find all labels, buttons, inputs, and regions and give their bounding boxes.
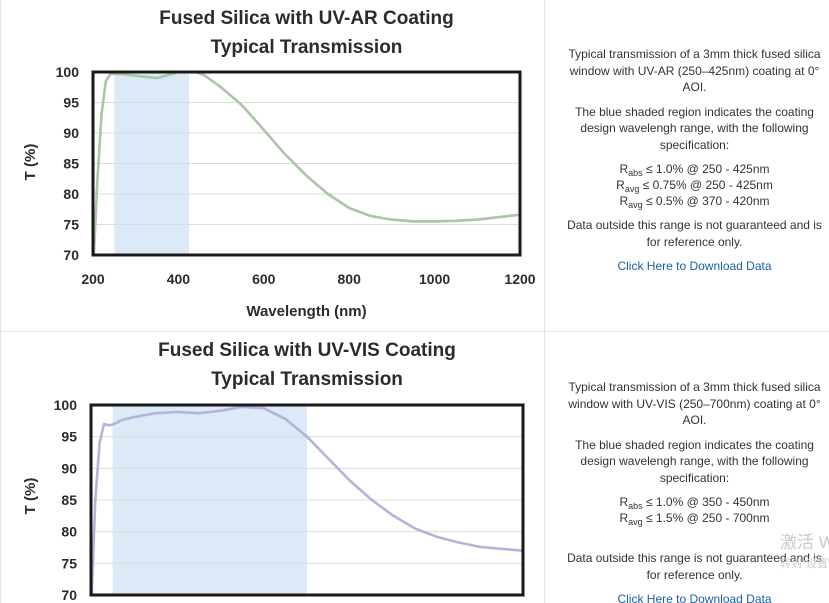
x-tick-label: 1000 bbox=[419, 271, 450, 287]
intro-text: Typical transmission of a 3mm thick fuse… bbox=[568, 380, 821, 427]
description-uv-ar: Typical transmission of a 3mm thick fuse… bbox=[546, 0, 829, 331]
download-data-link[interactable]: Click Here to Download Data bbox=[617, 259, 772, 273]
chart-title-line: Typical Transmission bbox=[211, 369, 403, 390]
chart-cell-uv-vis: Fused Silica with UV-VIS Coating Typical … bbox=[0, 332, 545, 603]
y-tick-label: 75 bbox=[63, 217, 79, 233]
y-axis-label: T (%) bbox=[22, 478, 39, 515]
disclaimer-text: Data outside this range is not guarantee… bbox=[567, 218, 822, 249]
y-tick-label: 70 bbox=[63, 247, 79, 263]
panel-uv-vis: Fused Silica with UV-VIS Coating Typical … bbox=[0, 332, 829, 603]
y-tick-label: 80 bbox=[61, 524, 77, 540]
y-tick-label: 100 bbox=[56, 64, 80, 80]
spec-list: Rabs ≤ 1.0% @ 250 - 425nm Ravg ≤ 0.75% @… bbox=[562, 161, 827, 210]
x-tick-label: 1200 bbox=[504, 271, 535, 287]
spec-line: Ravg ≤ 0.5% @ 370 - 420nm bbox=[619, 194, 770, 210]
chart-title-line: Fused Silica with UV-VIS Coating bbox=[158, 340, 456, 361]
y-tick-label: 90 bbox=[63, 125, 79, 141]
uv-ar-chart: Fused Silica with UV-AR Coating Typical T… bbox=[22, 8, 536, 320]
y-axis-label: T (%) bbox=[22, 144, 39, 181]
y-tick-label: 80 bbox=[63, 186, 79, 202]
y-tick-label: 100 bbox=[54, 397, 78, 413]
y-tick-label: 95 bbox=[63, 95, 79, 111]
y-tick-label: 85 bbox=[63, 156, 79, 172]
chart-title-line: Fused Silica with UV-AR Coating bbox=[159, 8, 454, 29]
transmission-curve bbox=[91, 405, 523, 595]
shade-note: The blue shaded region indicates the coa… bbox=[575, 437, 814, 485]
plot-frame bbox=[89, 403, 525, 597]
spec-line: Rabs ≤ 1.0% @ 250 - 425nm bbox=[619, 162, 770, 178]
x-axis-label: Wavelength (nm) bbox=[246, 303, 366, 320]
x-tick-label: 800 bbox=[338, 271, 362, 287]
x-tick-label: 600 bbox=[252, 271, 276, 287]
spec-line: Ravg ≤ 1.5% @ 250 - 700nm bbox=[619, 511, 770, 527]
x-tick-label: 200 bbox=[81, 271, 105, 287]
transmission-curve bbox=[93, 72, 520, 255]
spec-list: Rabs ≤ 1.0% @ 350 - 450nm Ravg ≤ 1.5% @ … bbox=[562, 494, 827, 527]
plot-frame bbox=[91, 70, 522, 257]
chart-cell-uv-ar: Fused Silica with UV-AR Coating Typical T… bbox=[0, 0, 545, 331]
description-uv-vis: Typical transmission of a 3mm thick fuse… bbox=[546, 332, 829, 603]
intro-text: Typical transmission of a 3mm thick fuse… bbox=[568, 47, 821, 94]
shade-note: The blue shaded region indicates the coa… bbox=[575, 104, 814, 152]
x-tick-label: 400 bbox=[167, 271, 191, 287]
download-data-link[interactable]: Click Here to Download Data bbox=[617, 592, 772, 603]
spec-line: Ravg ≤ 0.75% @ 250 - 425nm bbox=[616, 178, 773, 194]
y-tick-label: 85 bbox=[61, 492, 77, 508]
y-tick-label: 75 bbox=[61, 555, 77, 571]
chart-title-line: Typical Transmission bbox=[211, 37, 403, 58]
y-tick-label: 95 bbox=[61, 429, 77, 445]
spec-line: Rabs ≤ 1.0% @ 350 - 450nm bbox=[619, 495, 770, 511]
panel-uv-ar: Fused Silica with UV-AR Coating Typical T… bbox=[0, 0, 829, 332]
uv-vis-chart: Fused Silica with UV-VIS Coating Typical … bbox=[22, 340, 525, 603]
disclaimer-text: Data outside this range is not guarantee… bbox=[567, 551, 822, 582]
y-tick-label: 70 bbox=[61, 587, 77, 603]
y-tick-label: 90 bbox=[61, 460, 77, 476]
